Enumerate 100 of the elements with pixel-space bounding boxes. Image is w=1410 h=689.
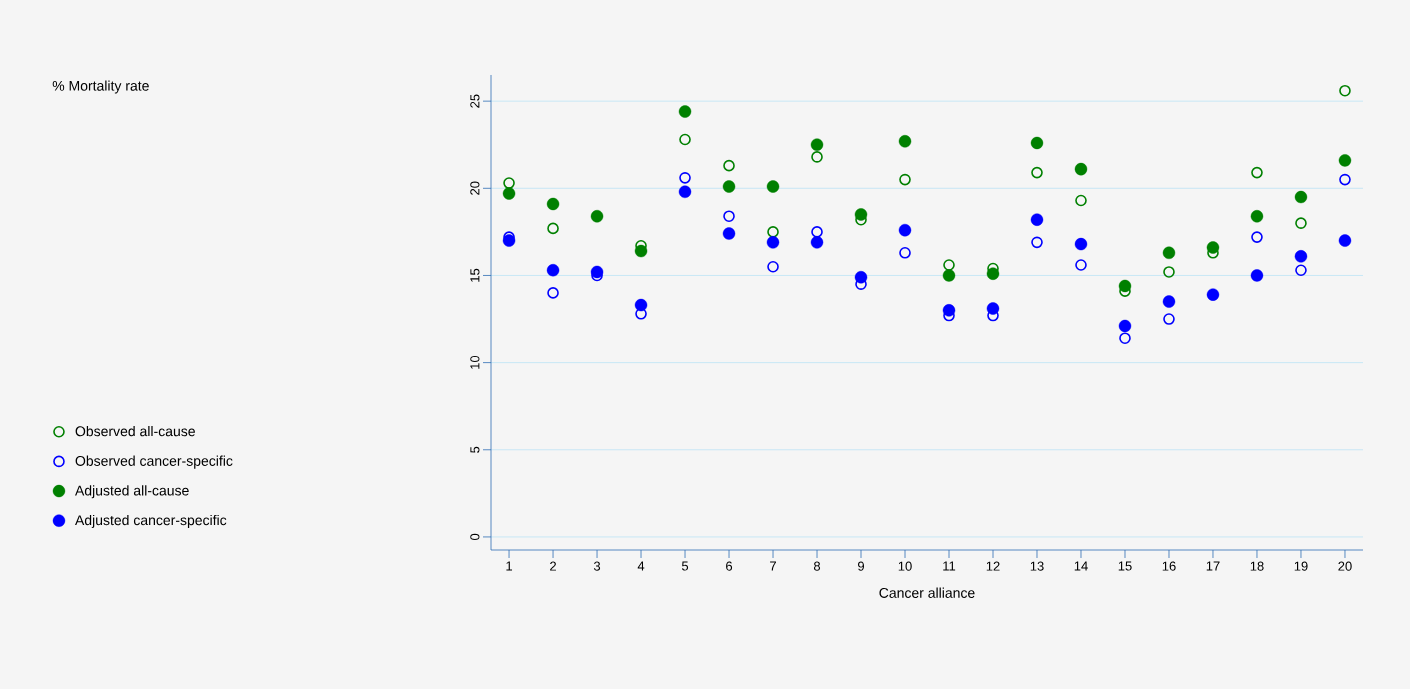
point: [899, 173, 911, 186]
point: [811, 226, 823, 238]
point: [634, 244, 648, 258]
x-tick-label: 2: [550, 561, 556, 571]
point: [767, 226, 779, 238]
x-tick-label: 18: [1250, 561, 1264, 571]
point: [854, 208, 868, 221]
point: [766, 236, 780, 249]
point: [1294, 250, 1308, 263]
point: [1295, 217, 1307, 229]
point: [1294, 190, 1308, 204]
point: [635, 308, 647, 320]
point: [898, 223, 912, 237]
legend-label: Adjusted all-cause: [75, 485, 189, 499]
y-tick-label: 25: [470, 94, 480, 108]
point: [590, 209, 604, 223]
point: [546, 264, 560, 277]
x-tick-label: 19: [1294, 561, 1308, 571]
legend-label: Adjusted cancer-specific: [75, 514, 227, 528]
point: [634, 298, 648, 312]
point: [943, 259, 955, 271]
x-tick-label: 5: [681, 561, 689, 571]
point: [811, 151, 823, 163]
point: [854, 271, 868, 284]
point: [503, 177, 515, 189]
point: [1163, 313, 1175, 325]
text: % Mortality rate: [52, 80, 149, 94]
point: [679, 172, 691, 184]
point: [899, 247, 911, 259]
point: [1251, 231, 1263, 243]
point: [1075, 259, 1087, 271]
x-tick-label: 13: [1030, 561, 1044, 571]
point: [1295, 264, 1307, 277]
point: [942, 304, 956, 317]
point: [1162, 295, 1176, 308]
point: [1250, 269, 1264, 282]
point: [502, 234, 516, 247]
point: [1075, 194, 1087, 207]
point: [1339, 173, 1351, 186]
point: [1074, 237, 1088, 251]
point: [723, 159, 735, 172]
point: [678, 185, 692, 198]
x-tick-label: 12: [986, 561, 1000, 571]
point: [942, 269, 956, 282]
y-tick-label: 20: [470, 181, 480, 195]
x-tick-label: 3: [593, 561, 601, 571]
point: [1118, 279, 1132, 293]
x-tick-label: 20: [1338, 561, 1352, 571]
x-tick-label: 10: [898, 561, 912, 571]
point: [1206, 241, 1220, 254]
point: [547, 287, 559, 299]
point: [722, 180, 736, 193]
x-tick-label: 17: [1206, 561, 1220, 571]
point: [1030, 136, 1044, 150]
point: [546, 197, 560, 211]
point: [590, 265, 604, 279]
x-tick-label: 15: [1118, 561, 1132, 571]
point: [1338, 154, 1352, 167]
point: [986, 267, 1000, 280]
point: [766, 180, 780, 193]
point: [1338, 234, 1352, 247]
point: [1030, 213, 1044, 226]
point: [810, 236, 824, 249]
point: [547, 222, 559, 235]
point: [1250, 209, 1264, 223]
y-tick-label: 10: [470, 355, 480, 369]
legend-label: Observed cancer-specific: [75, 455, 233, 469]
y-tick-label: 15: [470, 268, 480, 282]
point: [1119, 332, 1131, 345]
point: [1074, 162, 1088, 176]
point: [1339, 84, 1351, 97]
x-tick-label: 9: [858, 561, 865, 571]
point: [898, 135, 912, 148]
point: [723, 210, 735, 222]
x-tick-label: 7: [770, 561, 776, 571]
x-tick-label: 11: [943, 561, 956, 571]
point: [1162, 246, 1176, 259]
x-tick-label: 14: [1074, 561, 1088, 571]
y-tick-label: 5: [470, 446, 480, 453]
point: [1031, 166, 1043, 179]
y-tick-label: 0: [470, 533, 480, 541]
x-tick-label: 8: [813, 561, 821, 571]
point: [1031, 236, 1043, 249]
point: [1118, 319, 1132, 333]
point: [767, 260, 779, 273]
x-tick-label: 1: [506, 561, 513, 571]
point: [678, 105, 692, 118]
x-tick-label: 6: [726, 561, 733, 571]
point: [722, 227, 736, 240]
point: [679, 133, 691, 146]
point: [986, 302, 1000, 315]
point: [1206, 288, 1220, 301]
x-tick-label: 4: [637, 561, 645, 571]
point: [1251, 166, 1263, 179]
point: [1163, 266, 1175, 278]
point: [810, 138, 824, 151]
point: [502, 187, 516, 200]
x-tick-label: 16: [1162, 561, 1176, 571]
x-axis-title: Cancer alliance: [879, 587, 975, 598]
legend-label: Observed all-cause: [75, 425, 195, 437]
